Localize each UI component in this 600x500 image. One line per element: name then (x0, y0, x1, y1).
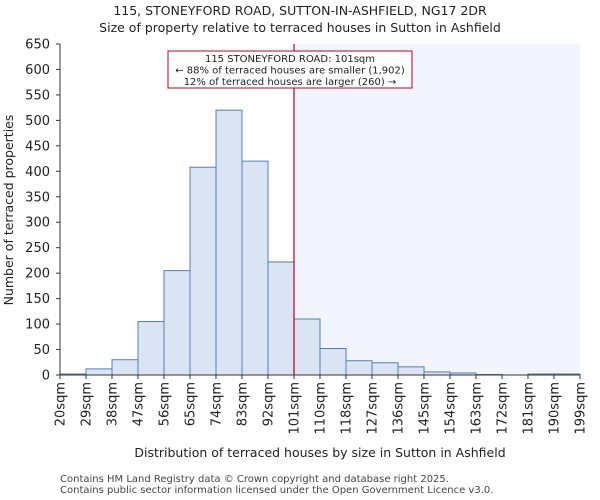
annotation-border (167, 50, 413, 89)
bar-47sqm (137, 321, 165, 376)
y-tick-label: 450 (25, 139, 50, 154)
y-tick-label: 550 (25, 88, 50, 103)
y-tick-label: 300 (25, 216, 50, 231)
bar-101sqm (293, 318, 321, 376)
bar-65sqm (189, 166, 217, 376)
bar-127sqm (371, 362, 399, 376)
chart-subtitle: Size of property relative to terraced ho… (99, 20, 501, 35)
x-tick-label: 74sqm (210, 382, 225, 426)
x-tick-label: 190sqm (548, 382, 563, 435)
x-tick-label: 20sqm (54, 382, 69, 426)
y-tick-label: 200 (25, 267, 50, 282)
x-axis-label: Distribution of terraced houses by size … (134, 445, 505, 460)
y-tick-label: 50 (33, 343, 50, 358)
bar-56sqm (163, 270, 191, 376)
bar-92sqm (267, 261, 295, 376)
bar-118sqm (345, 360, 373, 376)
y-tick-label: 100 (25, 318, 50, 333)
x-tick-label: 163sqm (470, 382, 485, 435)
x-tick-label: 172sqm (496, 382, 511, 435)
y-tick-label: 0 (42, 369, 50, 384)
x-tick-label: 181sqm (522, 382, 537, 435)
x-tick-label: 65sqm (184, 382, 199, 426)
y-tick-label: 600 (25, 63, 50, 78)
x-tick-label: 110sqm (314, 382, 329, 435)
y-tick-label: 500 (25, 114, 50, 129)
x-tick-label: 56sqm (158, 382, 173, 426)
annotation-line-1: 115 STONEYFORD ROAD: 101sqm (205, 54, 375, 65)
x-tick-label: 118sqm (340, 382, 355, 435)
bars-group (59, 109, 581, 376)
y-tick-label: 150 (25, 292, 50, 307)
bar-110sqm (319, 348, 347, 376)
x-tick-label: 38sqm (106, 382, 121, 426)
x-tick-label: 29sqm (80, 382, 95, 426)
footer-licence: Contains public sector information licen… (60, 485, 494, 496)
bar-136sqm (397, 366, 425, 376)
x-tick-label: 92sqm (262, 382, 277, 426)
footer-copyright: Contains HM Land Registry data © Crown c… (60, 474, 449, 485)
bar-74sqm (215, 109, 243, 376)
bar-83sqm (241, 160, 269, 376)
y-axis: 0 50 100 150 200 250 300 350 400 450 500 550 600 650 (25, 38, 61, 384)
x-tick-label: 47sqm (132, 382, 147, 426)
y-axis-label: Number of terraced properties (1, 115, 16, 306)
x-tick-label: 154sqm (444, 382, 459, 435)
y-tick-label: 250 (25, 241, 50, 256)
x-tick-label: 101sqm (288, 382, 303, 435)
chart-title: 115, STONEYFORD ROAD, SUTTON-IN-ASHFIELD… (113, 3, 487, 18)
y-tick-label: 350 (25, 190, 50, 205)
annotation-line-2: ← 88% of terraced houses are smaller (1,… (175, 66, 405, 77)
bar-29sqm (85, 368, 113, 376)
x-tick-label: 145sqm (418, 382, 433, 435)
bar-38sqm (111, 359, 139, 376)
x-axis: 20sqm 29sqm 38sqm 47sqm 56sqm 65sqm 74sqm 83sqm… (54, 374, 589, 435)
x-tick-label: 199sqm (574, 382, 589, 435)
annotation-line-3: 12% of terraced houses are larger (260) … (184, 77, 397, 88)
larger-region-highlight (294, 44, 580, 375)
y-tick-label: 650 (25, 38, 50, 53)
x-tick-label: 83sqm (236, 382, 251, 426)
y-tick-label: 400 (25, 165, 50, 180)
annotation-box: 115 STONEYFORD ROAD: 101sqm ← 88% of ter… (167, 50, 413, 89)
x-tick-label: 127sqm (366, 382, 381, 435)
x-tick-label: 136sqm (392, 382, 407, 435)
